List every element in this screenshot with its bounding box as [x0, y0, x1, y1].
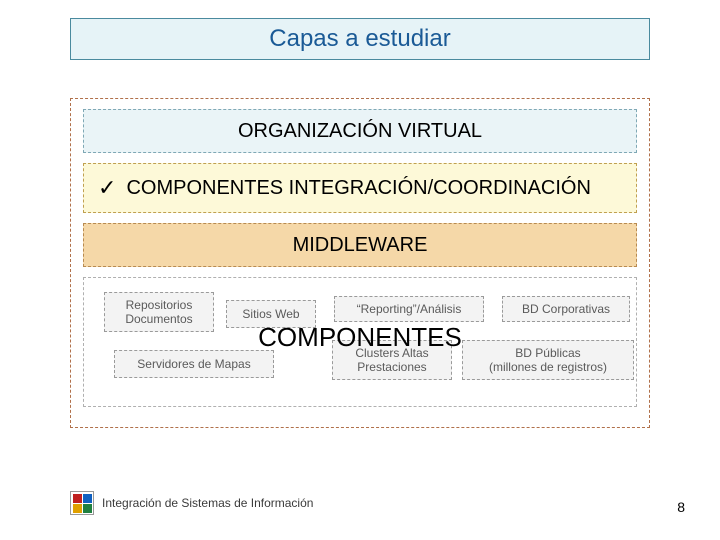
- layer-label: COMPONENTES INTEGRACIÓN/COORDINACIÓN: [126, 177, 590, 200]
- component-box: Servidores de Mapas: [114, 350, 274, 378]
- layer-componentes-integracion: ✓ COMPONENTES INTEGRACIÓN/COORDINACIÓN: [83, 163, 637, 213]
- component-box: BD Corporativas: [502, 296, 630, 322]
- layer-label: MIDDLEWARE: [293, 234, 428, 257]
- logo-quadrant: [73, 494, 82, 503]
- layer-label: ORGANIZACIÓN VIRTUAL: [238, 120, 482, 143]
- components-panel: Repositorios Documentos Sitios Web “Report…: [83, 277, 637, 407]
- footer: Integración de Sistemas de Información: [70, 491, 313, 515]
- check-icon: ✓: [98, 175, 116, 201]
- title-box: Capas a estudiar: [70, 18, 650, 60]
- layers-container: ORGANIZACIÓN VIRTUAL ✓ COMPONENTES INTEG…: [70, 98, 650, 428]
- component-box: Clusters Altas Prestaciones: [332, 340, 452, 380]
- university-logo-icon: [70, 491, 94, 515]
- logo-quadrant: [73, 504, 82, 513]
- component-box: Sitios Web: [226, 300, 316, 328]
- component-box: Repositorios Documentos: [104, 292, 214, 332]
- component-box: “Reporting”/Análisis: [334, 296, 484, 322]
- logo-quadrant: [83, 504, 92, 513]
- footer-text: Integración de Sistemas de Información: [102, 496, 313, 510]
- slide: Capas a estudiar ORGANIZACIÓN VIRTUAL ✓ …: [0, 0, 720, 540]
- layer-organizacion-virtual: ORGANIZACIÓN VIRTUAL: [83, 109, 637, 153]
- page-number: 8: [677, 499, 685, 515]
- component-box: BD Públicas (millones de registros): [462, 340, 634, 380]
- layer-middleware: MIDDLEWARE: [83, 223, 637, 267]
- logo-quadrant: [83, 494, 92, 503]
- slide-title: Capas a estudiar: [269, 25, 450, 53]
